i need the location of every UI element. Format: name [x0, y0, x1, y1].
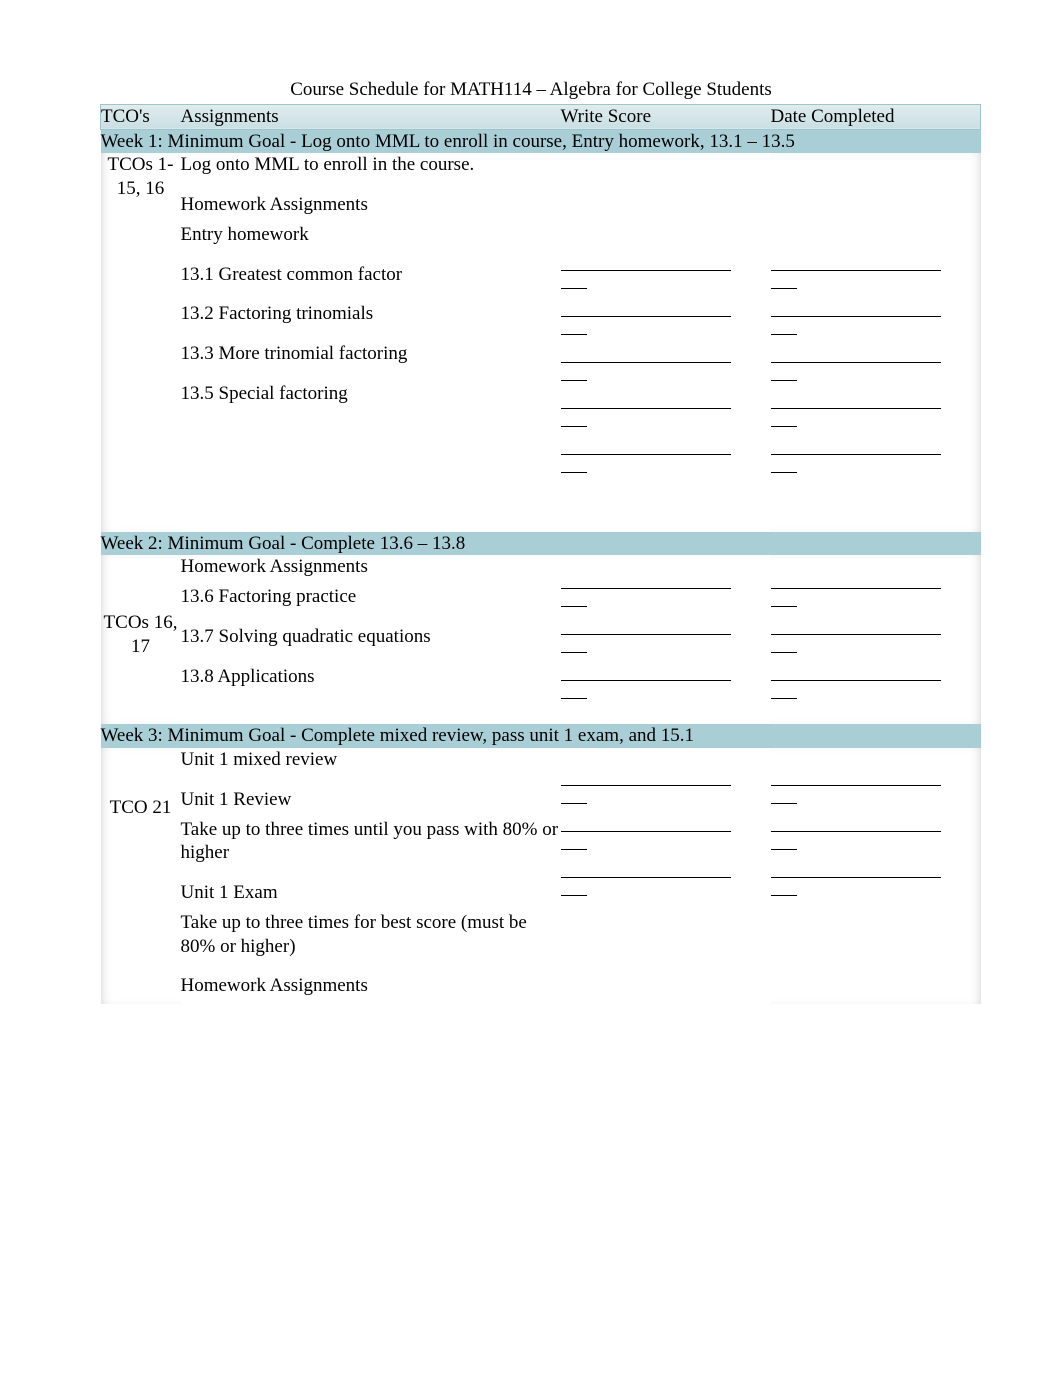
assignment-line: Unit 1 Review [181, 788, 561, 812]
score-blank-short[interactable] [561, 273, 587, 289]
date-blank-short[interactable] [771, 365, 797, 381]
date-blank[interactable] [771, 617, 941, 635]
date-completed-cell [771, 555, 981, 724]
date-blank-short[interactable] [771, 457, 797, 473]
date-completed-cell [771, 153, 981, 531]
date-blank-short[interactable] [771, 273, 797, 289]
score-blank[interactable] [561, 253, 731, 271]
score-blank-short[interactable] [561, 591, 587, 607]
score-blank-short[interactable] [561, 788, 587, 804]
tco-cell: TCOs 16, 17 [101, 555, 181, 724]
score-blank-short[interactable] [561, 319, 587, 335]
assignment-line: 13.1 Greatest common factor [181, 263, 561, 287]
score-blank[interactable] [561, 391, 731, 409]
assignment-line: 13.5 Special factoring [181, 382, 561, 406]
assignment-line: Unit 1 mixed review [181, 748, 561, 772]
week-goal-row: Week 2: Minimum Goal - Complete 13.6 – 1… [101, 532, 981, 556]
score-blank[interactable] [561, 814, 731, 832]
col-header-assignments: Assignments [181, 104, 561, 129]
score-blank[interactable] [561, 768, 731, 786]
assignment-line: Unit 1 Exam [181, 881, 561, 905]
date-blank[interactable] [771, 768, 941, 786]
assignment-line: 13.8 Applications [181, 665, 561, 689]
assignment-line: Take up to three times for best score (m… [181, 911, 561, 959]
col-header-tco: TCO's [101, 104, 181, 129]
week-goal-row: Week 1: Minimum Goal - Log onto MML to e… [101, 129, 981, 153]
write-score-cell [561, 153, 771, 531]
table-header-row: TCO's Assignments Write Score Date Compl… [101, 104, 981, 129]
tco-cell: TCOs 1-15, 16 [101, 153, 181, 531]
assignments-cell: Homework Assignments 13.6 Factoring prac… [181, 555, 561, 724]
score-blank[interactable] [561, 617, 731, 635]
date-blank[interactable] [771, 663, 941, 681]
score-blank-short[interactable] [561, 683, 587, 699]
schedule-table: TCO's Assignments Write Score Date Compl… [100, 104, 981, 1004]
date-blank-short[interactable] [771, 591, 797, 607]
score-blank-short[interactable] [561, 411, 587, 427]
date-blank-short[interactable] [771, 683, 797, 699]
week-goal-label: Week 3: Minimum Goal - Complete mixed re… [101, 724, 981, 748]
score-blank-short[interactable] [561, 457, 587, 473]
date-blank-short[interactable] [771, 411, 797, 427]
assignment-line: 13.7 Solving quadratic equations [181, 625, 561, 649]
date-blank-short[interactable] [771, 637, 797, 653]
assignment-line: Take up to three times until you pass wi… [181, 818, 561, 866]
date-blank[interactable] [771, 253, 941, 271]
date-blank-short[interactable] [771, 834, 797, 850]
assignment-line: Homework Assignments [181, 974, 561, 998]
date-blank[interactable] [771, 299, 941, 317]
date-completed-cell [771, 748, 981, 1004]
col-header-date-completed: Date Completed [771, 104, 981, 129]
date-blank[interactable] [771, 345, 941, 363]
assignments-cell: Log onto MML to enroll in the course. Ho… [181, 153, 561, 531]
score-blank[interactable] [561, 437, 731, 455]
week-body-row: TCOs 16, 17 Homework Assignments 13.6 Fa… [101, 555, 981, 724]
week-body-row: TCO 21 Unit 1 mixed review Unit 1 Review… [101, 748, 981, 1004]
date-blank-short[interactable] [771, 880, 797, 896]
tco-text: TCOs 1-15, 16 [108, 154, 174, 199]
score-blank-short[interactable] [561, 834, 587, 850]
tco-cell: TCO 21 [101, 748, 181, 1004]
score-blank-short[interactable] [561, 365, 587, 381]
assignments-cell: Unit 1 mixed review Unit 1 Review Take u… [181, 748, 561, 1004]
date-blank-short[interactable] [771, 319, 797, 335]
tco-text: TCOs 16, 17 [104, 612, 178, 657]
assignment-line: Homework Assignments [181, 193, 561, 217]
week-goal-label: Week 2: Minimum Goal - Complete 13.6 – 1… [101, 532, 981, 556]
assignment-line: Entry homework [181, 223, 561, 247]
week-goal-row: Week 3: Minimum Goal - Complete mixed re… [101, 724, 981, 748]
assignment-line: Homework Assignments [181, 555, 561, 579]
write-score-cell [561, 748, 771, 1004]
col-header-write-score: Write Score [561, 104, 771, 129]
date-blank[interactable] [771, 860, 941, 878]
score-blank-short[interactable] [561, 880, 587, 896]
write-score-cell [561, 555, 771, 724]
score-blank[interactable] [561, 860, 731, 878]
assignment-line: 13.6 Factoring practice [181, 585, 561, 609]
score-blank[interactable] [561, 663, 731, 681]
date-blank-short[interactable] [771, 788, 797, 804]
score-blank[interactable] [561, 571, 731, 589]
assignment-line: 13.2 Factoring trinomials [181, 302, 561, 326]
week-body-row: TCOs 1-15, 16 Log onto MML to enroll in … [101, 153, 981, 531]
score-blank[interactable] [561, 345, 731, 363]
date-blank[interactable] [771, 437, 941, 455]
assignment-line: 13.3 More trinomial factoring [181, 342, 561, 366]
tco-text: TCO 21 [110, 797, 172, 818]
score-blank[interactable] [561, 299, 731, 317]
page: Course Schedule for MATH114 – Algebra fo… [0, 0, 1062, 1377]
page-title: Course Schedule for MATH114 – Algebra fo… [100, 78, 962, 102]
score-blank-short[interactable] [561, 637, 587, 653]
assignment-line: Log onto MML to enroll in the course. [181, 153, 561, 177]
date-blank[interactable] [771, 814, 941, 832]
date-blank[interactable] [771, 571, 941, 589]
week-goal-label: Week 1: Minimum Goal - Log onto MML to e… [101, 129, 981, 153]
date-blank[interactable] [771, 391, 941, 409]
